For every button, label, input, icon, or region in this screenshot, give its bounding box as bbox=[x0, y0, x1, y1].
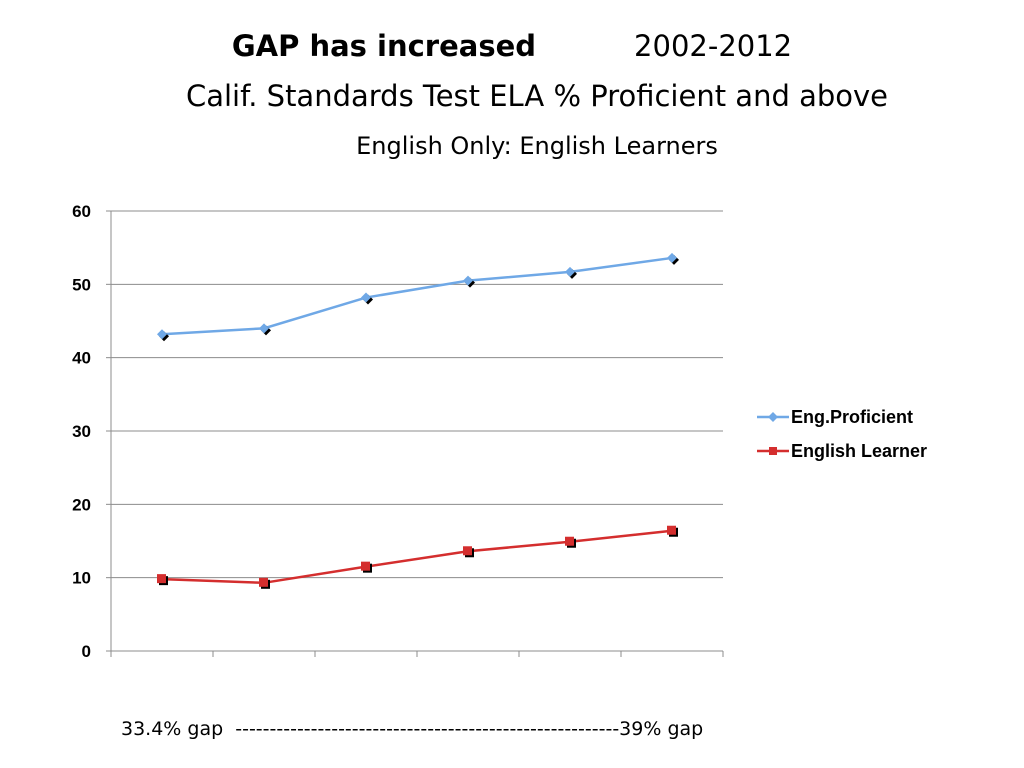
legend-swatch-series-1 bbox=[757, 412, 789, 422]
data-point-series-2 bbox=[565, 536, 574, 546]
legend-swatch-series-2 bbox=[757, 447, 789, 455]
data-point-series-1 bbox=[157, 329, 167, 340]
y-tick-label: 20 bbox=[72, 495, 91, 514]
y-tick-label: 30 bbox=[72, 422, 91, 441]
legend-item-series-1: Eng.Proficient bbox=[757, 400, 927, 434]
data-point-series-2 bbox=[667, 525, 676, 535]
data-point-series-1 bbox=[565, 266, 575, 277]
data-point-series-2 bbox=[463, 546, 472, 556]
legend-label-series-2: English Learner bbox=[791, 440, 928, 461]
data-point-series-1 bbox=[463, 275, 473, 286]
y-tick-label: 60 bbox=[72, 202, 91, 221]
data-point-series-2 bbox=[157, 574, 166, 584]
y-tick-label: 40 bbox=[72, 349, 91, 368]
title-years: 2002-2012 bbox=[634, 29, 793, 63]
y-tick-label: 10 bbox=[72, 569, 91, 588]
data-point-series-2 bbox=[259, 577, 268, 587]
legend-item-series-2: English Learner bbox=[757, 434, 927, 468]
y-tick-label: 0 bbox=[82, 642, 91, 661]
gap-footnote: 33.4% gap ------------------------------… bbox=[121, 718, 704, 740]
data-point-series-1 bbox=[259, 323, 269, 334]
data-point-series-1 bbox=[361, 292, 371, 303]
slide-subtitle: English Only: English Learners bbox=[356, 132, 718, 160]
slide-title-line2: Calif. Standards Test ELA % Proficient a… bbox=[185, 79, 889, 113]
title-bold-text: GAP has increased bbox=[231, 29, 537, 63]
legend-label-series-1: Eng.Proficient bbox=[791, 406, 914, 427]
series-line-2 bbox=[161, 529, 673, 585]
series-line-1 bbox=[161, 256, 673, 336]
data-point-series-2 bbox=[361, 561, 370, 571]
slide-title: GAP has increased 2002-2012 bbox=[0, 26, 1024, 66]
data-point-series-1 bbox=[667, 252, 677, 263]
y-tick-label: 50 bbox=[72, 275, 91, 294]
chart-legend: Eng.Proficient English Learner bbox=[757, 400, 927, 468]
